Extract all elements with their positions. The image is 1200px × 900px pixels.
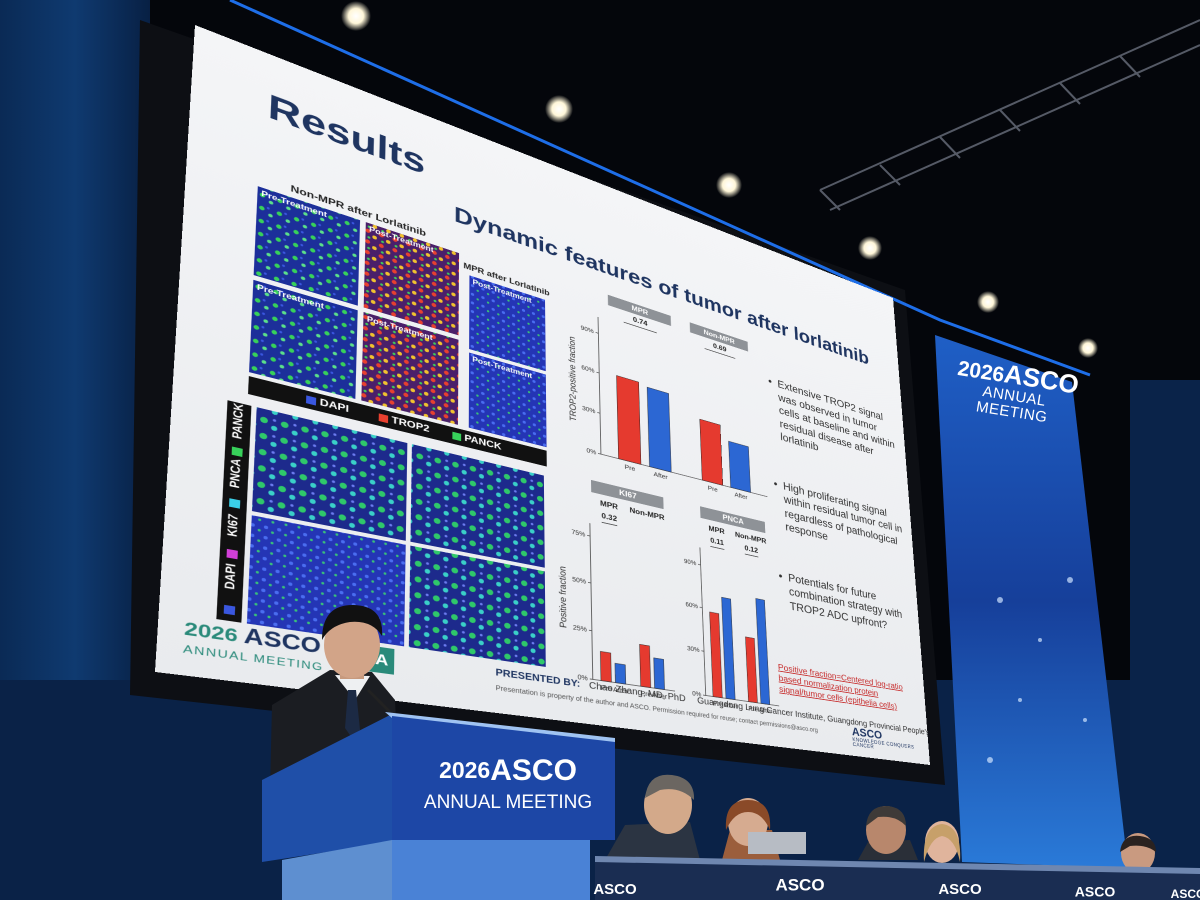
bar [647,387,671,472]
y-tick [598,453,601,454]
y-tick-label: 0% [586,446,596,456]
y-tick [587,535,590,536]
y-tick [698,564,701,565]
hashtag: #A [358,644,394,675]
y-tick-label: 75% [571,528,585,538]
x-tick-label: Pre [708,484,718,493]
bar [745,637,757,703]
bar [710,612,723,698]
y-tick [597,412,600,413]
y-tick [596,372,599,373]
bullet: Potentials for future combination strate… [778,569,911,637]
group-label: Non-MPR [704,329,736,346]
group-label: Non-MPR [735,531,767,546]
y-axis [590,523,593,679]
y-axis [598,317,601,454]
bar [654,658,665,690]
bar [700,419,723,485]
bar [722,597,736,699]
legend-label: KI67 [224,513,241,538]
legend-label: PANCK [229,402,246,441]
bar-chart: PNCA0%30%60%90%MPR0.11Pre AfterNon-MPR0.1… [682,502,780,716]
p-value: 0.11 [710,537,724,548]
group-label: MPR [708,525,725,536]
y-tick-label: 90% [581,324,594,335]
legend-swatch [224,605,236,615]
y-axis-label: TROP2-positive fraction [567,335,578,423]
y-axis [700,547,706,695]
p-value: 0.69 [713,343,727,354]
bar [640,644,651,687]
bullet: High proliferating signal within residua… [773,476,905,562]
bar [729,441,751,492]
y-tick [588,582,591,583]
y-tick-label: 30% [582,404,596,415]
bar [615,663,626,684]
x-tick-label: After [653,470,667,480]
y-tick-label: 25% [573,623,587,633]
y-tick-label: 60% [685,601,698,610]
x-tick-label: Pre [625,463,636,473]
legend-label: DAPI [222,562,239,590]
y-tick-label: 30% [687,644,700,653]
p-value: 0.74 [633,316,648,328]
p-value: 0.32 [601,512,617,523]
curtain [1130,380,1200,900]
bar-chart: KI670%25%50%75%Positive fractionMPR0.32P… [556,471,675,701]
y-tick-label: 90% [684,557,697,567]
bar [600,651,611,682]
y-axis-label: Positive fraction [557,565,569,629]
bar [756,598,770,704]
image-panel [410,444,544,568]
group-label: MPR [600,500,618,512]
p-value: 0.12 [744,545,758,555]
x-tick-label: After [734,491,747,501]
y-tick-label: 60% [581,364,595,375]
group-label: Non-MPR [630,507,665,523]
legend-label: PNCA [227,457,244,490]
bar [617,375,641,464]
y-tick-label: 50% [572,575,586,585]
bullet-list: Extensive TROP2 signal was observed in t… [768,374,914,672]
y-tick [596,332,599,333]
